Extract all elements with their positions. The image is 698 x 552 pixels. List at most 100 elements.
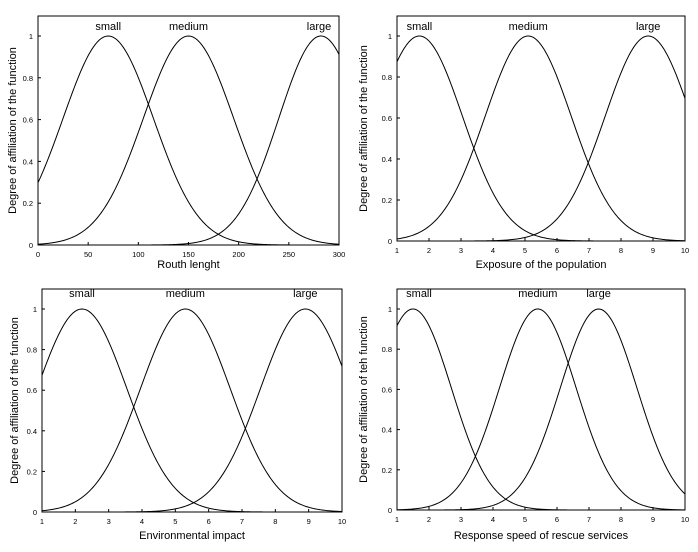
chart-environmental-impact: 1 2 3 4 5 6 7 8 9 10 0 0.2 0.4 0.6 0.8 1 Environmental i… [0, 273, 349, 547]
y-tick-label: 0.4 [27, 427, 37, 436]
y-axis-label: Degree of affiliation of the function [7, 47, 19, 214]
y-tick-label: 0.8 [27, 346, 37, 355]
x-tick-label: 150 [182, 250, 195, 259]
y-tick-label: 0 [388, 237, 392, 246]
x-tick-label: 10 [681, 246, 689, 255]
curve-small [41, 308, 342, 513]
curve-small [396, 308, 685, 511]
x-tick-label: 6 [555, 515, 559, 524]
series-label-medium: medium [169, 21, 208, 33]
y-tick-label: 1 [388, 305, 392, 314]
x-tick-label: 0 [36, 250, 40, 259]
x-tick-label: 200 [232, 250, 245, 259]
curve-small [396, 35, 685, 242]
x-tick-label: 7 [587, 246, 591, 255]
x-tick-label: 3 [459, 246, 463, 255]
y-tick-label: 0.4 [382, 426, 392, 435]
series-label-small: small [95, 21, 121, 33]
x-axis-label: Routh lenght [157, 259, 219, 271]
y-tick-label: 0.2 [27, 467, 37, 476]
chart-svg: 1 2 3 4 5 6 7 8 9 10 0 0.2 0.4 0.6 0.8 1 Exposure of the… [358, 15, 689, 271]
x-tick-label: 10 [338, 517, 346, 526]
plot-frame [41, 288, 343, 513]
x-tick-label: 2 [427, 246, 431, 255]
x-tick-label: 8 [619, 246, 623, 255]
curve-small [37, 35, 339, 246]
x-tick-label: 8 [619, 515, 623, 524]
x-tick-label: 9 [651, 246, 655, 255]
y-tick-label: 0.8 [23, 74, 33, 83]
series-label-medium: medium [166, 288, 205, 300]
x-tick-label: 50 [84, 250, 92, 259]
x-tick-label: 1 [40, 517, 44, 526]
x-tick-label: 4 [491, 246, 495, 255]
y-tick-label: 0.6 [382, 385, 392, 394]
curve-medium [37, 35, 340, 245]
x-axis-label: Environmental impact [139, 530, 245, 542]
x-tick-label: 1 [395, 246, 399, 255]
x-tick-label: 5 [173, 517, 177, 526]
x-tick-label: 2 [427, 515, 431, 524]
series-label-small: small [407, 21, 433, 33]
series-label-small: small [406, 288, 432, 300]
chart-svg: 0 50 100 150 200 250 300 0 0.2 0.4 0.6 0.8 1 Routh le… [7, 15, 346, 271]
x-tick-label: 100 [132, 250, 145, 259]
x-tick-label: 6 [555, 246, 559, 255]
y-tick-label: 0.8 [382, 73, 392, 82]
series-label-small: small [69, 288, 95, 300]
x-tick-label: 300 [333, 250, 346, 259]
chart-routh-length: 0 50 100 150 200 250 300 0 0.2 0.4 0.6 0.8 1 Routh le… [0, 0, 349, 273]
chart-exposure-population: 1 2 3 4 5 6 7 8 9 10 0 0.2 0.4 0.6 0.8 1 Exposure of the… [349, 0, 698, 273]
chart-svg: 1 2 3 4 5 6 7 8 9 10 0 0.2 0.4 0.6 0.8 1 Response speed … [358, 288, 689, 542]
curve-medium [41, 308, 343, 513]
series-label-large: large [307, 21, 331, 33]
x-tick-label: 9 [651, 515, 655, 524]
y-tick-label: 1 [29, 32, 33, 41]
y-tick-label: 0.6 [27, 386, 37, 395]
y-tick-label: 0.2 [382, 196, 392, 205]
x-tick-label: 7 [240, 517, 244, 526]
series-label-medium: medium [509, 21, 548, 33]
y-tick-label: 1 [388, 32, 392, 41]
curve-medium [396, 35, 686, 242]
curve-large [42, 308, 343, 513]
y-tick-label: 0.4 [23, 157, 33, 166]
curve-large [38, 35, 340, 246]
series-label-large: large [586, 288, 610, 300]
chart-svg: 1 2 3 4 5 6 7 8 9 10 0 0.2 0.4 0.6 0.8 1 Environmental i… [9, 288, 346, 542]
x-tick-label: 5 [523, 246, 527, 255]
y-tick-label: 0 [33, 508, 37, 517]
series-label-large: large [293, 288, 317, 300]
y-tick-label: 1 [33, 305, 37, 314]
y-tick-label: 0.6 [382, 114, 392, 123]
x-tick-label: 3 [107, 517, 111, 526]
curve-large [397, 35, 686, 242]
x-tick-label: 250 [283, 250, 296, 259]
x-axis-label: Exposure of the population [476, 259, 607, 271]
x-tick-label: 9 [307, 517, 311, 526]
y-tick-label: 0.2 [382, 466, 392, 475]
x-tick-label: 7 [587, 515, 591, 524]
x-tick-label: 10 [681, 515, 689, 524]
y-tick-label: 0.8 [382, 345, 392, 354]
x-tick-label: 3 [459, 515, 463, 524]
series-label-large: large [636, 21, 660, 33]
y-axis-label: Degree of affiliation of teh function [358, 316, 370, 483]
y-axis-label: Degree of affiliation of the function [9, 317, 21, 484]
x-tick-label: 8 [273, 517, 277, 526]
x-tick-label: 2 [73, 517, 77, 526]
x-tick-label: 4 [491, 515, 495, 524]
y-tick-label: 0.4 [382, 155, 392, 164]
y-tick-label: 0 [29, 241, 33, 250]
x-tick-label: 4 [140, 517, 144, 526]
series-label-medium: medium [518, 288, 557, 300]
plot-frame [396, 288, 686, 511]
x-tick-label: 5 [523, 515, 527, 524]
y-tick-label: 0.2 [23, 199, 33, 208]
plot-frame [396, 15, 686, 242]
chart-response-speed: 1 2 3 4 5 6 7 8 9 10 0 0.2 0.4 0.6 0.8 1 Response speed … [349, 273, 698, 547]
x-tick-label: 6 [207, 517, 211, 526]
y-tick-label: 0.6 [23, 116, 33, 125]
plot-frame [37, 15, 340, 246]
curve-medium [396, 308, 686, 511]
